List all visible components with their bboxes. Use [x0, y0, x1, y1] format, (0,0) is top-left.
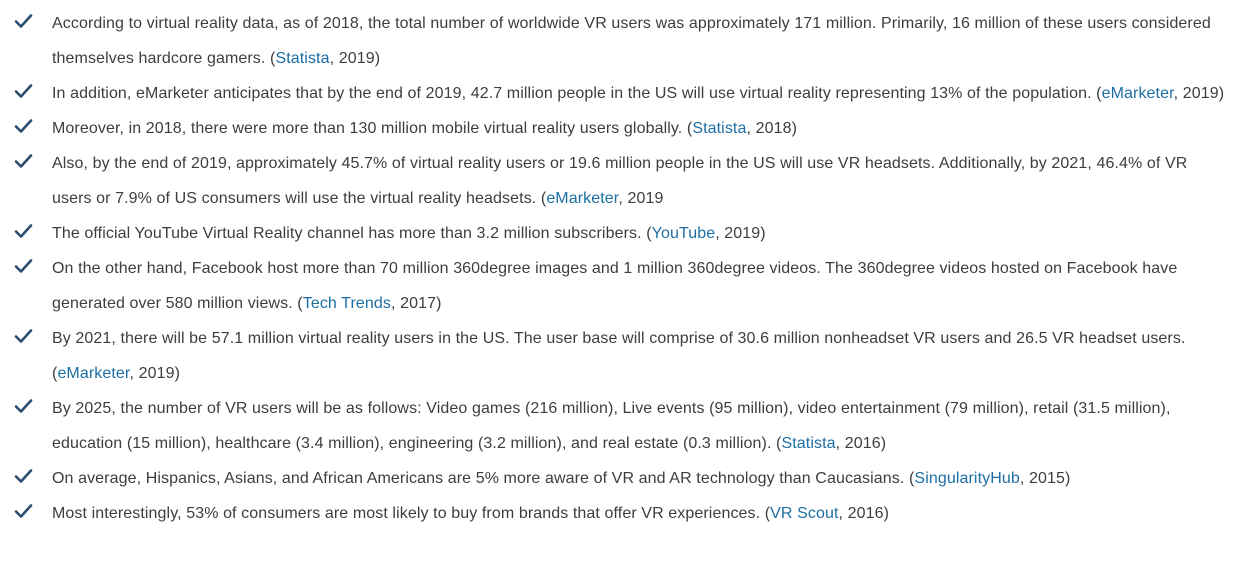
source-link[interactable]: eMarketer: [57, 365, 130, 382]
list-item: By 2021, there will be 57.1 million virt…: [12, 321, 1229, 391]
statement-text: Moreover, in 2018, there were more than …: [52, 120, 693, 137]
check-icon: [12, 496, 52, 519]
list-item-text: According to virtual reality data, as of…: [52, 6, 1229, 76]
list-item: Moreover, in 2018, there were more than …: [12, 111, 1229, 146]
source-link[interactable]: Statista: [692, 120, 747, 137]
check-icon: [12, 76, 52, 99]
list-item-text: By 2021, there will be 57.1 million virt…: [52, 321, 1229, 391]
source-link[interactable]: Tech Trends: [302, 295, 391, 312]
list-item: By 2025, the number of VR users will be …: [12, 391, 1229, 461]
source-link[interactable]: VR Scout: [770, 505, 839, 522]
check-icon: [12, 216, 52, 239]
list-item: On the other hand, Facebook host more th…: [12, 251, 1229, 321]
vr-statistics-list: According to virtual reality data, as of…: [12, 6, 1229, 531]
statement-text: In addition, eMarketer anticipates that …: [52, 85, 1102, 102]
source-link[interactable]: eMarketer: [1101, 85, 1174, 102]
list-item: On average, Hispanics, Asians, and Afric…: [12, 461, 1229, 496]
check-icon: [12, 251, 52, 274]
source-link[interactable]: Statista: [275, 50, 330, 67]
source-link[interactable]: Statista: [781, 435, 836, 452]
statement-text: The official YouTube Virtual Reality cha…: [52, 225, 652, 242]
list-item: In addition, eMarketer anticipates that …: [12, 76, 1229, 111]
list-item-text: The official YouTube Virtual Reality cha…: [52, 216, 1229, 251]
source-link[interactable]: eMarketer: [546, 190, 619, 207]
list-item-text: Moreover, in 2018, there were more than …: [52, 111, 1229, 146]
statement-text: Most interestingly, 53% of consumers are…: [52, 505, 771, 522]
check-icon: [12, 146, 52, 169]
source-link[interactable]: SingularityHub: [914, 470, 1020, 487]
statement-suffix: , 2017): [391, 295, 442, 312]
statement-suffix: , 2016): [838, 505, 890, 522]
list-item: The official YouTube Virtual Reality cha…: [12, 216, 1229, 251]
check-icon: [12, 461, 52, 484]
statement-suffix: , 2018): [746, 120, 797, 137]
statement-suffix: , 2019): [329, 50, 381, 67]
check-icon: [12, 111, 52, 134]
statement-text: On the other hand, Facebook host more th…: [52, 260, 1178, 312]
check-icon: [12, 321, 52, 344]
source-link[interactable]: YouTube: [651, 225, 716, 242]
list-item: According to virtual reality data, as of…: [12, 6, 1229, 76]
statement-suffix: , 2016): [835, 435, 887, 452]
list-item-text: By 2025, the number of VR users will be …: [52, 391, 1229, 461]
statement-text: According to virtual reality data, as of…: [52, 15, 1211, 67]
list-item-text: On the other hand, Facebook host more th…: [52, 251, 1229, 321]
statement-suffix: , 2019): [1173, 85, 1225, 102]
statement-text: On average, Hispanics, Asians, and Afric…: [52, 470, 915, 487]
statement-suffix: , 2015): [1019, 470, 1071, 487]
statement-text: By 2025, the number of VR users will be …: [52, 400, 1171, 452]
list-item-text: Also, by the end of 2019, approximately …: [52, 146, 1229, 216]
list-item: Most interestingly, 53% of consumers are…: [12, 496, 1229, 531]
list-item-text: Most interestingly, 53% of consumers are…: [52, 496, 1229, 531]
check-icon: [12, 391, 52, 414]
check-icon: [12, 6, 52, 29]
list-item-text: In addition, eMarketer anticipates that …: [52, 76, 1229, 111]
list-item: Also, by the end of 2019, approximately …: [12, 146, 1229, 216]
statement-text: By 2021, there will be 57.1 million virt…: [52, 330, 1186, 382]
statement-text: Also, by the end of 2019, approximately …: [52, 155, 1188, 207]
statement-suffix: , 2019): [129, 365, 180, 382]
statement-suffix: , 2019): [715, 225, 766, 242]
list-item-text: On average, Hispanics, Asians, and Afric…: [52, 461, 1229, 496]
statement-suffix: , 2019: [618, 190, 664, 207]
